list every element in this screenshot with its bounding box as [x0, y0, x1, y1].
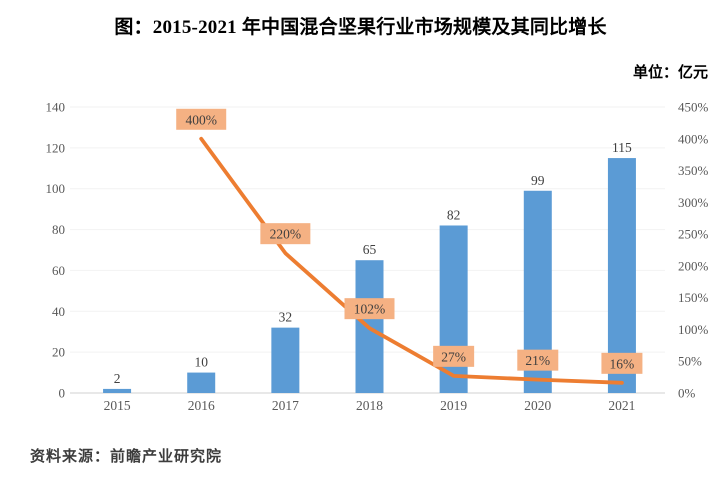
left-axis-tick-label: 140	[46, 100, 66, 115]
bar-value-label: 82	[447, 207, 461, 222]
growth-label: 220%	[270, 227, 302, 242]
left-axis-tick-label: 100	[46, 181, 66, 196]
growth-label: 16%	[610, 356, 635, 371]
right-axis-tick-label: 0%	[678, 386, 696, 401]
right-axis-tick-label: 250%	[678, 227, 709, 242]
bar-2016	[187, 372, 216, 393]
x-tick-label: 2017	[272, 398, 299, 413]
growth-label: 102%	[354, 302, 386, 317]
left-axis-tick-label: 120	[46, 140, 66, 155]
chart-title: 图：2015-2021 年中国混合坚果行业市场规模及其同比增长	[114, 17, 607, 38]
bar-2015	[103, 388, 132, 393]
x-tick-label: 2020	[524, 398, 551, 413]
right-axis-tick-label: 100%	[678, 322, 709, 337]
growth-label-box	[176, 108, 227, 130]
bar-value-label: 99	[531, 173, 545, 188]
x-tick-label: 2021	[608, 398, 635, 413]
left-axis-tick-label: 20	[52, 345, 65, 360]
growth-label-box	[517, 349, 559, 371]
bar-value-label: 65	[363, 242, 377, 257]
bar-value-label: 2	[114, 371, 121, 386]
bar-2019	[439, 225, 468, 393]
bar-2017	[271, 327, 300, 393]
x-tick-label: 2015	[104, 398, 131, 413]
right-axis-tick-label: 350%	[678, 163, 709, 178]
growth-label-box	[601, 352, 643, 374]
x-tick-label: 2019	[440, 398, 467, 413]
right-axis-tick-label: 150%	[678, 290, 709, 305]
right-axis-tick-label: 450%	[678, 100, 709, 115]
right-axis-tick-label: 200%	[678, 258, 709, 273]
bar-value-label: 10	[194, 355, 208, 370]
right-axis-tick-label: 50%	[678, 354, 702, 369]
left-axis-tick-label: 0	[59, 386, 66, 401]
growth-label: 400%	[185, 112, 217, 127]
right-axis-tick-label: 400%	[678, 131, 709, 146]
unit-label: 单位：亿元	[632, 65, 708, 81]
growth-label-box	[260, 223, 311, 245]
left-axis-tick-label: 60	[52, 263, 65, 278]
bar-value-label: 115	[612, 140, 632, 155]
x-tick-label: 2018	[356, 398, 383, 413]
left-axis-tick-label: 80	[52, 222, 65, 237]
growth-label: 21%	[525, 353, 550, 368]
growth-label-box	[433, 345, 475, 367]
source-label: 资料来源：前瞻产业研究院	[30, 449, 223, 465]
growth-label: 27%	[441, 349, 466, 364]
x-tick-label: 2016	[188, 398, 215, 413]
growth-label-box	[344, 298, 395, 320]
bar-value-label: 32	[279, 310, 293, 325]
growth-line	[199, 136, 624, 385]
right-axis-tick-label: 300%	[678, 195, 709, 210]
left-axis-tick-label: 40	[52, 304, 65, 319]
